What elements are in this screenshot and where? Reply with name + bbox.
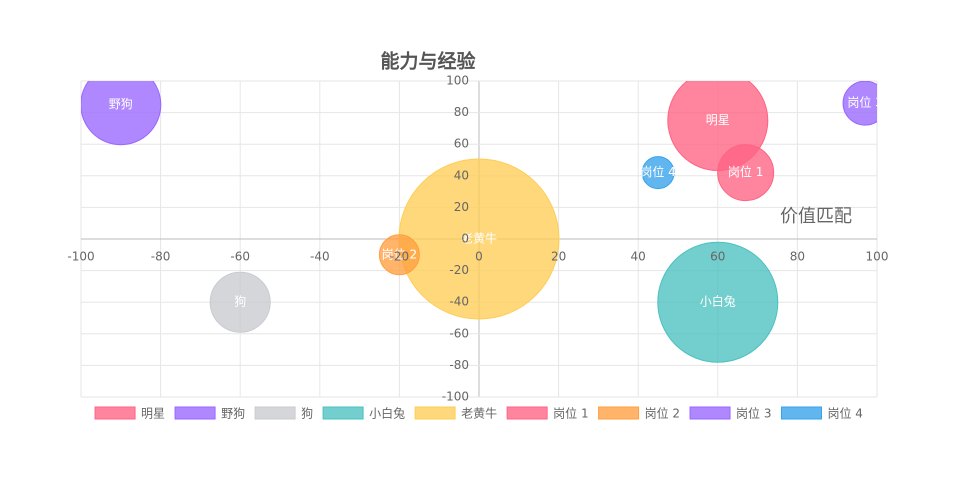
legend-swatch bbox=[780, 406, 822, 420]
bubble-label: 岗位 1 bbox=[728, 164, 763, 179]
legend-label: 狗 bbox=[301, 407, 313, 421]
annotation: 价值匹配 bbox=[780, 206, 852, 227]
legend-label: 岗位 4 bbox=[827, 406, 862, 421]
legend-swatch bbox=[174, 406, 216, 420]
legend-label: 岗位 3 bbox=[736, 406, 771, 421]
x-tick-label: -100 bbox=[67, 250, 94, 264]
legend-swatch bbox=[689, 406, 731, 420]
legend-label: 小白兔 bbox=[369, 406, 405, 421]
x-tick-label: 80 bbox=[790, 250, 805, 264]
bubble bbox=[209, 271, 271, 333]
y-tick-label: 60 bbox=[454, 137, 469, 151]
x-tick-label: 0 bbox=[475, 250, 483, 264]
y-tick-label: -100 bbox=[442, 390, 469, 404]
legend-label: 野狗 bbox=[221, 407, 245, 421]
y-tick-label: -20 bbox=[449, 263, 469, 277]
x-tick-label: 100 bbox=[866, 250, 889, 264]
bubble-label: 明星 bbox=[706, 113, 730, 127]
x-tick-label: -80 bbox=[151, 250, 171, 264]
x-tick-label: -60 bbox=[230, 250, 250, 264]
bubble-label: 岗位 4 bbox=[640, 164, 675, 179]
bubble-label: 岗位 2 bbox=[382, 246, 417, 261]
x-tick-label: 20 bbox=[551, 250, 566, 264]
y-tick-label: -60 bbox=[449, 326, 469, 340]
bubble-label: 小白兔 bbox=[700, 294, 736, 309]
legend-label: 明星 bbox=[141, 407, 165, 421]
bubble-label: 老黄牛 bbox=[461, 231, 497, 246]
legend-swatch bbox=[322, 406, 364, 420]
bubble bbox=[657, 241, 779, 363]
x-tick-label: -40 bbox=[310, 250, 330, 264]
bubble bbox=[641, 156, 675, 190]
legend-swatch bbox=[94, 406, 136, 420]
bubble bbox=[378, 234, 420, 276]
bubble-label: 狗 bbox=[234, 295, 246, 309]
y-tick-label: -80 bbox=[449, 358, 469, 372]
y-tick-label: 80 bbox=[454, 105, 469, 119]
bubble-label: 野狗 bbox=[109, 97, 133, 111]
legend-label: 老黄牛 bbox=[461, 406, 497, 421]
legend-label: 岗位 1 bbox=[553, 406, 588, 421]
bubble bbox=[842, 81, 877, 126]
y-tick-label: 100 bbox=[446, 74, 469, 88]
y-tick-label: 20 bbox=[454, 200, 469, 214]
x-tick-label: -20 bbox=[390, 250, 410, 264]
y-tick-label: 40 bbox=[454, 168, 469, 182]
legend-swatch bbox=[254, 406, 296, 420]
y-tick-label: 0 bbox=[461, 232, 469, 246]
x-tick-label: 40 bbox=[631, 250, 646, 264]
bubble-label: 岗位 3 bbox=[847, 95, 882, 110]
y-tick-label: -40 bbox=[449, 295, 469, 309]
legend-swatch bbox=[598, 406, 640, 420]
legend-swatch bbox=[506, 406, 548, 420]
legend-swatch bbox=[414, 406, 456, 420]
x-tick-label: 60 bbox=[710, 250, 725, 264]
legend-label: 岗位 2 bbox=[645, 406, 680, 421]
bubble bbox=[81, 81, 162, 146]
chart-title: 能力与经验 bbox=[380, 50, 476, 73]
bubble bbox=[717, 144, 775, 202]
